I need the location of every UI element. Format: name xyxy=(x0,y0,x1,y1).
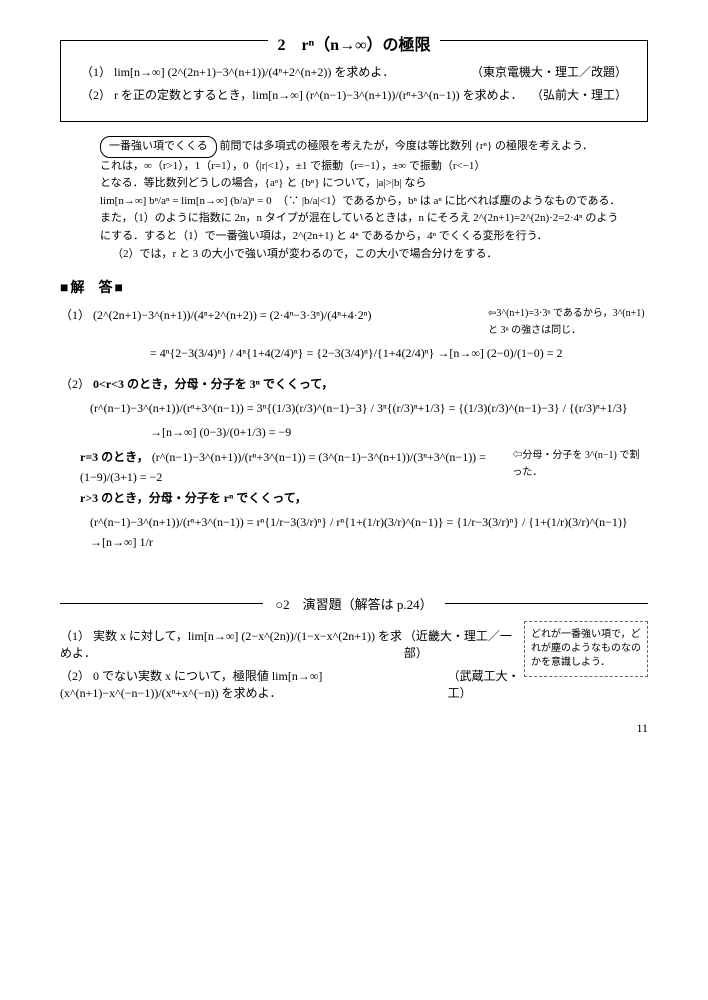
ex1-text: （1） 実数 x に対して，lim[n→∞] (2−x^(2n))/(1−x−x… xyxy=(60,627,404,661)
exercise-note-box: どれが一番強い項で，どれが塵のようなものなのかを意識しよう． xyxy=(524,621,648,677)
section-title: 2 rⁿ（n→∞）の極限 xyxy=(81,31,627,55)
sol2-case3-eq: (r^(n−1)−3^(n+1))/(rⁿ+3^(n−1)) = rⁿ{1/r−… xyxy=(90,512,648,553)
answer-header: 解 答 xyxy=(60,277,648,297)
problem-2-source: （弘前大・理工） xyxy=(531,86,627,103)
sol1-step1: (2^(2n+1)−3^(n+1))/(4ⁿ+2^(n+2)) = (2·4ⁿ−… xyxy=(93,308,372,322)
problem-box: 2 rⁿ（n→∞）の極限 （1） lim[n→∞] (2^(2n+1)−3^(n… xyxy=(60,40,648,122)
sol2-case2-note: ⇦分母・分子を 3^(n−1) で割った． xyxy=(512,447,648,481)
sol2-case3-cond: r>3 のとき，分母・分子を rⁿ でくくって， xyxy=(80,491,307,505)
hint-line-6: （2）では，r と 3 の大小で強い項が変わるので，この大小で場合分けをする． xyxy=(112,248,497,260)
sol1-left: （1） (2^(2n+1)−3^(n+1))/(4ⁿ+2^(n+2)) = (2… xyxy=(60,305,372,325)
exercise-1: （1） 実数 x に対して，lim[n→∞] (2−x^(2n))/(1−x−x… xyxy=(60,627,524,661)
hint-label: 一番強い項でくくる xyxy=(100,136,217,158)
title-text: 2 rⁿ（n→∞）の極限 xyxy=(268,37,441,54)
problem-1: （1） lim[n→∞] (2^(2n+1)−3^(n+1))/(4ⁿ+2^(n… xyxy=(81,63,627,80)
sol2-case1-eq2: →[n→∞] (0−3)/(0+1/3) = −9 xyxy=(150,422,648,442)
hint-line-1: これは，∞（r>1），1（r=1），0（|r|<1），±1 で振動（r=−1），… xyxy=(100,160,485,172)
hint-section: 一番強い項でくくる 前問では多項式の極限を考えたが，今度は等比数列 {rⁿ} の… xyxy=(100,136,648,263)
exercise-header-text: ○2 演習題（解答は p.24） xyxy=(263,597,444,612)
hint-line-3: lim[n→∞] bⁿ/aⁿ = lim[n→∞] (b/a)ⁿ = 0 （∵ … xyxy=(100,195,620,207)
solution-body: （1） (2^(2n+1)−3^(n+1))/(4ⁿ+2^(n+2)) = (2… xyxy=(60,305,648,553)
sol2-case1: （2） 0<r<3 のとき，分母・分子を 3ⁿ でくくって， xyxy=(60,374,648,394)
problem-1-source: （東京電機大・理工／改題） xyxy=(471,63,627,80)
sol1-row: （1） (2^(2n+1)−3^(n+1))/(4ⁿ+2^(n+2)) = (2… xyxy=(60,305,648,339)
sol1-step2: = 4ⁿ{2−3(3/4)ⁿ} / 4ⁿ{1+4(2/4)ⁿ} = {2−3(3… xyxy=(150,343,648,363)
ex2-text: （2） 0 でない実数 x について，極限値 lim[n→∞] (x^(n+1)… xyxy=(60,667,448,701)
exercise-row: （1） 実数 x に対して，lim[n→∞] (2−x^(2n))/(1−x−x… xyxy=(60,621,648,707)
sol2-case2-cond: r=3 のとき， xyxy=(80,450,149,464)
ex2-source: （武蔵工大・工） xyxy=(448,667,524,701)
sol2-case3: r>3 のとき，分母・分子を rⁿ でくくって， xyxy=(80,488,648,508)
exercise-2: （2） 0 でない実数 x について，極限値 lim[n→∞] (x^(n+1)… xyxy=(60,667,524,701)
page-number: 11 xyxy=(60,721,648,736)
sol1-note: ⇦3^(n+1)=3·3ⁿ であるから，3^(n+1) と 3ⁿ の強さは同じ． xyxy=(488,305,648,339)
problem-2: （2） r を正の定数とするとき，lim[n→∞] (r^(n−1)−3^(n+… xyxy=(81,86,627,103)
exercise-header: ○2 演習題（解答は p.24） xyxy=(60,594,648,613)
sol2-case1-eq1: (r^(n−1)−3^(n+1))/(rⁿ+3^(n−1)) = 3ⁿ{(1/3… xyxy=(90,398,648,418)
hint-line-2: となる．等比数列どうしの場合，{aⁿ} と {bⁿ} について，|a|>|b| … xyxy=(100,177,426,189)
ex1-source: （近畿大・理工／一部） xyxy=(404,627,524,661)
exercise-list: （1） 実数 x に対して，lim[n→∞] (2−x^(2n))/(1−x−x… xyxy=(60,621,524,707)
sol2-case1-cond: 0<r<3 のとき，分母・分子を 3ⁿ でくくって， xyxy=(93,377,333,391)
problem-1-text: （1） lim[n→∞] (2^(2n+1)−3^(n+1))/(4ⁿ+2^(n… xyxy=(81,63,394,80)
hint-line-4: また，（1）のように指数に 2n，n タイプが混在しているときは，n にそろえ … xyxy=(100,212,618,224)
exercise-section: ○2 演習題（解答は p.24） （1） 実数 x に対して，lim[n→∞] … xyxy=(60,603,648,707)
hint-line-0: 前問では多項式の極限を考えたが，今度は等比数列 {rⁿ} の極限を考えよう． xyxy=(220,140,594,152)
problem-2-text: （2） r を正の定数とするとき，lim[n→∞] (r^(n−1)−3^(n+… xyxy=(81,86,523,103)
sol2-case2-row: r=3 のとき， (r^(n−1)−3^(n+1))/(rⁿ+3^(n−1)) … xyxy=(60,447,648,488)
sol2-case2-left: r=3 のとき， (r^(n−1)−3^(n+1))/(rⁿ+3^(n−1)) … xyxy=(80,447,504,488)
hint-line-5: にする．すると（1）で一番強い項は，2^(2n+1) と 4ⁿ であるから，4ⁿ… xyxy=(100,230,548,242)
